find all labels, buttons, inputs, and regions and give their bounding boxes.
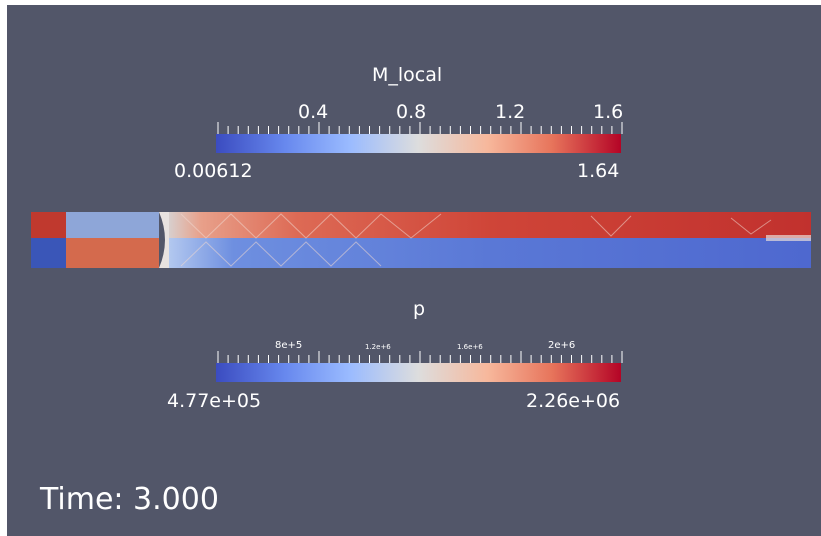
render-viewport[interactable]: M_local 0.4 0.8 1.2 1.6 0.00612 1.64 — [7, 5, 821, 536]
p-title: p — [413, 298, 426, 320]
m-local-tick-label: 0.4 — [298, 101, 329, 123]
m-local-tick-label: 0.8 — [396, 101, 427, 123]
p-max-label: 2.26e+06 — [526, 390, 621, 412]
p-tick-marks — [217, 351, 623, 363]
m-local-color-bar — [216, 134, 621, 153]
m-local-tick-label: 1.6 — [593, 101, 624, 123]
m-local-tick-marks — [217, 122, 623, 134]
chamber-upper-block — [66, 212, 159, 238]
p-min-label: 4.77e+05 — [167, 390, 262, 412]
p-color-bar — [216, 363, 621, 382]
p-tick-label: 1.6e+6 — [457, 343, 483, 351]
time-annotation: Time: 3.000 — [40, 482, 219, 517]
inlet-upper-block — [31, 212, 66, 238]
m-local-max-label: 1.64 — [577, 160, 620, 182]
p-tick-label: 8e+5 — [275, 340, 303, 351]
inlet-lower-block — [31, 238, 66, 268]
chamber-lower-block — [66, 238, 159, 268]
channel-lower-flow — [169, 238, 811, 268]
flow-field-render[interactable] — [31, 212, 811, 268]
channel-outlet-highlight — [766, 235, 811, 241]
p-tick-label: 2e+6 — [548, 340, 576, 351]
p-tick-label: 1.2e+6 — [365, 343, 391, 351]
nozzle-transition — [159, 212, 171, 268]
m-local-title: M_local — [372, 64, 443, 86]
shock-pattern — [180, 213, 772, 267]
m-local-tick-label: 1.2 — [495, 101, 526, 123]
channel-upper-flow — [169, 212, 811, 238]
m-local-min-label: 0.00612 — [174, 160, 253, 182]
